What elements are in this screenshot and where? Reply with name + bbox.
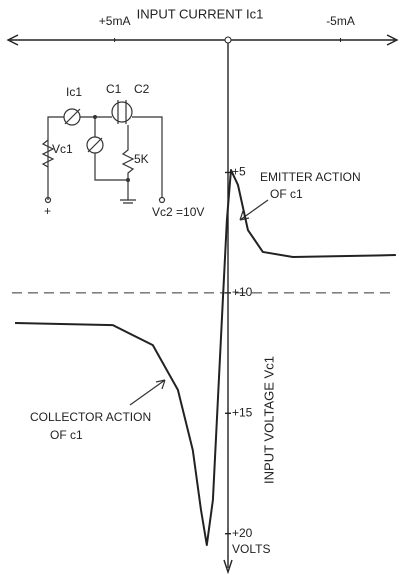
axis-arrow [223,559,233,575]
y-tick-label: +15 [232,405,253,419]
annotation: OF c1 [270,187,303,201]
circuit [41,100,166,204]
annotation: EMITTER ACTION [260,170,361,184]
y-unit: VOLTS [232,542,270,556]
axis-arrows [6,34,399,46]
circuit-label: Vc1 [52,142,73,156]
y-tick-label: +5 [232,165,246,179]
circuit-label: 5K [134,152,149,166]
annotation: COLLECTOR ACTION [30,410,151,424]
circuit-label: + [44,204,51,218]
y-tick-label: +20 [232,526,253,540]
circuit-label: Vc2 =10V [152,205,204,219]
y-axis-label: INPUT VOLTAGE Vc1 [261,356,276,484]
circuit-label: C2 [134,82,150,96]
circuit-label: C1 [106,82,122,96]
y-tick-label: +10 [232,285,253,299]
x-tick-label: -5mA [326,14,355,28]
chart-title: INPUT CURRENT Ic1 [137,6,264,21]
annotation: OF c1 [50,428,83,442]
line [15,169,396,547]
annotation-arrow [129,379,166,406]
origin [224,36,232,44]
circuit-label: Ic1 [66,85,82,99]
x-tick-label: +5mA [99,14,131,28]
